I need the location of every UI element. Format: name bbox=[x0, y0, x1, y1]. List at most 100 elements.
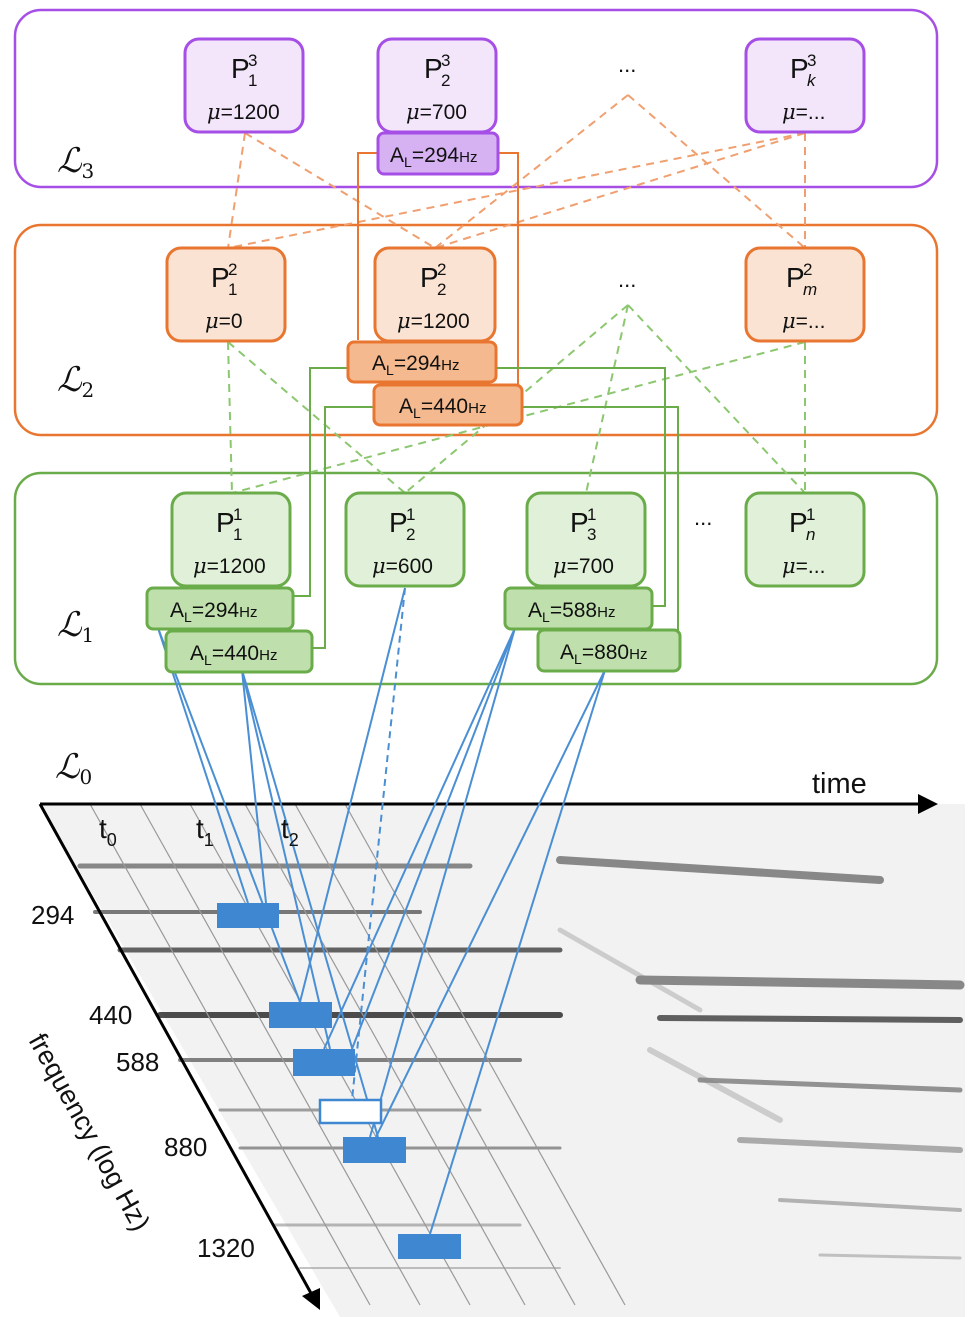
pattern-mu-l1-2: μ=600 bbox=[372, 554, 433, 578]
pattern-sub-l2-2: 2 bbox=[437, 280, 446, 299]
layer-3-label: ℒ3 bbox=[57, 141, 94, 183]
frequency-axis bbox=[38, 803, 314, 1296]
amplitude-tag-l1-2 bbox=[164, 629, 314, 674]
pattern-label-l1-2: P bbox=[389, 507, 408, 538]
pattern-label-l1-1: P bbox=[216, 507, 235, 538]
note-block-588 bbox=[293, 1049, 355, 1076]
frequency-tick-1320: 1320 bbox=[197, 1233, 255, 1263]
pattern-sup-l3-2: 3 bbox=[441, 51, 450, 70]
pattern-box-l3-k bbox=[744, 37, 866, 134]
pattern-sup-l1-3: 1 bbox=[587, 505, 596, 524]
pattern-sup-l1-1: 1 bbox=[233, 505, 242, 524]
pattern-sub-l1-2: 2 bbox=[406, 525, 415, 544]
pattern-label-l3-1: P bbox=[231, 53, 250, 84]
pattern-sub-l3-k: k bbox=[807, 71, 817, 90]
pattern-sup-l2-m: 2 bbox=[803, 260, 812, 279]
pattern-box-l1-1 bbox=[170, 491, 292, 588]
frequency-tick-440: 440 bbox=[89, 1000, 132, 1030]
pattern-box-l3-1 bbox=[183, 37, 305, 134]
pattern-mu-l3-1: μ=1200 bbox=[207, 100, 280, 124]
pattern-mu-l1-3: μ=700 bbox=[553, 554, 614, 578]
note-block-440 bbox=[269, 1002, 332, 1028]
time-axis-label: time bbox=[812, 768, 867, 800]
pattern-mu-l2-1: μ=0 bbox=[205, 309, 243, 333]
note-block-294 bbox=[217, 903, 279, 928]
pattern-label-l1-n: P bbox=[789, 507, 808, 538]
pattern-sub-l1-3: 3 bbox=[587, 525, 596, 544]
pattern-sub-l2-1: 1 bbox=[228, 280, 237, 299]
layer-2-label: ℒ2 bbox=[57, 360, 94, 402]
pattern-sup-l2-1: 2 bbox=[228, 260, 237, 279]
spectrogram-mask bbox=[0, 804, 320, 1305]
frequency-tick-588: 588 bbox=[116, 1047, 159, 1077]
pattern-sup-l1-2: 1 bbox=[406, 505, 415, 524]
frequency-tick-294: 294 bbox=[31, 900, 74, 930]
note-block-1320 bbox=[398, 1234, 461, 1259]
amplitude-tag-l1-1 bbox=[145, 586, 295, 631]
pattern-sub-l1-n: n bbox=[806, 525, 815, 544]
pattern-label-l2-2: P bbox=[420, 262, 439, 293]
predicted-note-link bbox=[351, 587, 406, 1101]
time-tick-t1: t1 bbox=[196, 813, 214, 850]
pattern-sup-l3-k: 3 bbox=[807, 51, 816, 70]
layer-3-container bbox=[13, 8, 939, 189]
amplitude-tag-l1-4 bbox=[536, 628, 682, 673]
pattern-sub-l3-1: 1 bbox=[248, 71, 257, 90]
time-tick-t0: t0 bbox=[99, 813, 117, 850]
pattern-mu-l3-2: μ=700 bbox=[406, 100, 467, 124]
pattern-sup-l2-2: 2 bbox=[437, 260, 446, 279]
note-blocks bbox=[217, 903, 461, 1259]
l3-l2-dashed-links bbox=[227, 94, 806, 249]
pattern-mu-l1-n: μ=... bbox=[782, 554, 825, 578]
amplitude-text-l1-3: AL=588Hz bbox=[528, 599, 615, 625]
layer-2-container bbox=[13, 223, 939, 437]
amplitude-tag-l3-1 bbox=[376, 131, 500, 176]
time-axis-arrowhead bbox=[918, 794, 938, 814]
note-block-880 bbox=[343, 1137, 406, 1163]
pattern-label-l1-3: P bbox=[570, 507, 589, 538]
pattern-mu-l2-m: μ=... bbox=[782, 309, 825, 333]
pattern-box-l1-2 bbox=[344, 491, 466, 588]
pattern-sup-l3-1: 3 bbox=[248, 51, 257, 70]
amplitude-text-l2-2: AL=440Hz bbox=[399, 395, 486, 421]
ellipsis-l3: ... bbox=[618, 52, 636, 77]
l1-patterns bbox=[145, 491, 866, 674]
amplitude-text-l1-1: AL=294Hz bbox=[170, 599, 257, 625]
pattern-sub-l1-1: 1 bbox=[233, 525, 242, 544]
pattern-box-l2-m bbox=[744, 246, 866, 343]
ellipsis-l2: ... bbox=[618, 267, 636, 292]
amplitude-tag-l2-1 bbox=[346, 340, 498, 384]
pattern-mu-l3-k: μ=... bbox=[782, 100, 825, 124]
layer-1-label: ℒ1 bbox=[57, 605, 94, 647]
layer-0-label: ℒ0 bbox=[55, 747, 92, 789]
amplitude-tag-l2-2 bbox=[372, 383, 524, 427]
pattern-mu-l2-2: μ=1200 bbox=[397, 309, 470, 333]
pattern-box-l2-1 bbox=[165, 246, 287, 343]
pattern-box-l1-3 bbox=[525, 491, 647, 588]
pattern-mu-l1-1: μ=1200 bbox=[193, 554, 266, 578]
pattern-sub-l3-2: 2 bbox=[441, 71, 450, 90]
l2-patterns bbox=[165, 246, 866, 427]
l3-patterns bbox=[183, 37, 866, 176]
pattern-label-l2-1: P bbox=[211, 262, 230, 293]
frequency-axis-arrowhead bbox=[302, 1288, 320, 1310]
amplitude-text-l3-1: AL=294Hz bbox=[390, 144, 477, 170]
time-tick-t2: t2 bbox=[281, 813, 299, 850]
spectrogram bbox=[0, 794, 965, 1317]
layer-1-container bbox=[13, 471, 939, 686]
note-links bbox=[157, 587, 606, 1235]
pattern-label-l3-k: P bbox=[790, 53, 809, 84]
pattern-box-l1-n bbox=[744, 491, 866, 588]
amplitude-text-l1-2: AL=440Hz bbox=[190, 642, 277, 668]
frequency-tick-880: 880 bbox=[164, 1132, 207, 1162]
ellipsis-l1: ... bbox=[694, 505, 712, 530]
amplitude-connectors bbox=[293, 152, 680, 651]
spectral-bands bbox=[77, 856, 965, 1269]
amplitude-text-l2-1: AL=294Hz bbox=[372, 352, 459, 378]
pattern-sub-l2-m: m bbox=[803, 280, 817, 299]
note-block-missing bbox=[318, 1098, 383, 1125]
pattern-label-l2-m: P bbox=[786, 262, 805, 293]
pattern-label-l3-2: P bbox=[424, 53, 443, 84]
